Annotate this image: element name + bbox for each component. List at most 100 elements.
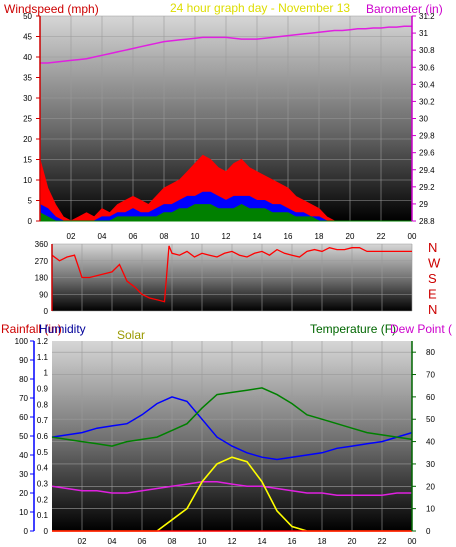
temperature-tick-label: 70 — [426, 371, 435, 380]
direction-tick-label: 270 — [35, 257, 49, 266]
windspeed-axis-title: Windspeed (mph) — [4, 2, 99, 16]
time-tick-label: 22 — [377, 232, 386, 241]
direction-tick-label: 0 — [44, 307, 49, 316]
barometer-tick-label: 30.4 — [419, 80, 435, 89]
direction-tick-label: 180 — [35, 274, 49, 283]
direction-grid — [52, 243, 413, 312]
direction-axis: 0 90 180 270 360 — [35, 240, 53, 316]
dewpoint-line — [51, 481, 412, 496]
rainfall-axis-title: Rainfall (in) — [1, 322, 62, 336]
barometer-axis: 28.8 29 29.2 29.4 29.6 29.8 30 30.2 30.4 30.6 30.8… — [411, 12, 435, 226]
humidity-tick-label: 0 — [44, 527, 49, 536]
humidity-tick-label: 0.7 — [37, 416, 49, 425]
windspeed-tick-label: 30 — [23, 94, 32, 103]
time-tick-label: 00 — [408, 537, 417, 546]
barometer-tick-label: 31 — [419, 29, 428, 38]
barometer-tick-label: 31.2 — [419, 12, 435, 21]
humidity-tick-label: 1 — [44, 369, 49, 378]
dewpoint-axis-title: Dew Point ( — [390, 322, 452, 336]
humidity-tick-label: 1.1 — [37, 353, 49, 362]
time-tick-label: 20 — [348, 537, 357, 546]
time-tick-label: 12 — [222, 232, 231, 241]
wind-direction-line — [51, 245, 412, 303]
windspeed-tick-label: 25 — [23, 115, 32, 124]
temperature-axis-title: Temperature (F) — [310, 322, 396, 336]
humidity-tick-label: 0.9 — [37, 385, 49, 394]
windspeed-tick-label: 5 — [28, 197, 33, 206]
temperature-tick-label: 50 — [426, 415, 435, 424]
barometer-tick-label: 29.2 — [419, 183, 435, 192]
time-tick-label: 18 — [318, 537, 327, 546]
barometer-tick-label: 29.4 — [419, 166, 435, 175]
compass-label: S — [428, 271, 437, 286]
time-tick-label: 14 — [258, 537, 267, 546]
time-tick-label: 16 — [288, 537, 297, 546]
humidity-tick-label: 0.2 — [37, 495, 49, 504]
time-tick-label: 22 — [378, 537, 387, 546]
wind-low-area — [39, 204, 412, 222]
time-tick-label: 10 — [198, 537, 207, 546]
time-tick-label: 14 — [253, 232, 262, 241]
direction-tick-label: 360 — [35, 240, 49, 249]
compass-label: N — [428, 240, 437, 255]
humidity-tick-label: 0.1 — [37, 511, 49, 520]
barometer-tick-label: 29 — [419, 200, 428, 209]
windspeed-grid — [40, 15, 413, 222]
humidity-tick-label: 0.8 — [37, 400, 49, 409]
time-tick-label: 12 — [228, 537, 237, 546]
windspeed-tick-label: 0 — [28, 217, 33, 226]
temperature-tick-label: 10 — [426, 505, 435, 514]
compass-label: N — [428, 302, 437, 317]
windspeed-tick-label: 50 — [23, 12, 32, 21]
rainfall-tick-label: 100 — [15, 337, 29, 346]
temperature-tick-label: 20 — [426, 482, 435, 491]
solar-axis-title: Solar — [117, 328, 145, 342]
time-axis-bottom: 02 04 06 08 10 12 14 16 18 20 22 00 — [78, 537, 417, 546]
rainfall-axis: 0 10 20 30 40 50 60 70 80 90 100 — [15, 337, 35, 536]
humidity-tick-label: 0.3 — [37, 480, 49, 489]
rainfall-tick-label: 70 — [19, 394, 28, 403]
windspeed-tick-label: 20 — [23, 135, 32, 144]
barometer-tick-label: 30.8 — [419, 46, 435, 55]
time-tick-label: 02 — [78, 537, 87, 546]
barometer-tick-label: 30.6 — [419, 63, 435, 72]
temperature-tick-label: 30 — [426, 460, 435, 469]
temperature-line — [51, 387, 413, 447]
compass-label: E — [428, 287, 437, 302]
time-tick-label: 08 — [160, 232, 169, 241]
time-tick-label: 02 — [67, 232, 76, 241]
humidity-tick-label: 1.2 — [37, 337, 49, 346]
time-tick-label: 08 — [168, 537, 177, 546]
temperature-tick-label: 0 — [426, 527, 431, 536]
direction-series — [51, 245, 412, 303]
temperature-tick-label: 60 — [426, 393, 435, 402]
barometer-tick-label: 28.8 — [419, 217, 435, 226]
time-tick-label: 04 — [98, 232, 107, 241]
time-axis-top: 02 04 06 08 10 12 14 16 18 20 22 00 — [67, 232, 417, 241]
barometer-tick-label: 29.8 — [419, 132, 435, 141]
humidity-tick-label: 0.6 — [37, 432, 49, 441]
time-tick-label: 20 — [346, 232, 355, 241]
barometer-tick-label: 30 — [419, 115, 428, 124]
temperature-tick-label: 80 — [426, 348, 435, 357]
rainfall-tick-label: 0 — [24, 527, 29, 536]
temperature-tick-label: 40 — [426, 438, 435, 447]
time-tick-label: 06 — [129, 232, 138, 241]
windspeed-tick-label: 35 — [23, 74, 32, 83]
rainfall-tick-label: 20 — [19, 489, 28, 498]
rainfall-tick-label: 30 — [19, 470, 28, 479]
humidity-line — [51, 396, 413, 461]
humidity-axis: 0 0.1 0.2 0.3 0.4 0.5 0.6 0.7 0.8 0.9 1 1.1 1.2 — [37, 337, 49, 536]
humidity-tick-label: 0.4 — [37, 464, 49, 473]
time-tick-label: 10 — [191, 232, 200, 241]
rainfall-tick-label: 40 — [19, 451, 28, 460]
rainfall-tick-label: 80 — [19, 375, 28, 384]
rainfall-tick-label: 50 — [19, 432, 28, 441]
windspeed-series — [39, 25, 412, 222]
time-tick-label: 18 — [315, 232, 324, 241]
time-tick-label: 06 — [138, 537, 147, 546]
barometer-tick-label: 30.2 — [419, 97, 435, 106]
conditions-series — [51, 387, 413, 532]
